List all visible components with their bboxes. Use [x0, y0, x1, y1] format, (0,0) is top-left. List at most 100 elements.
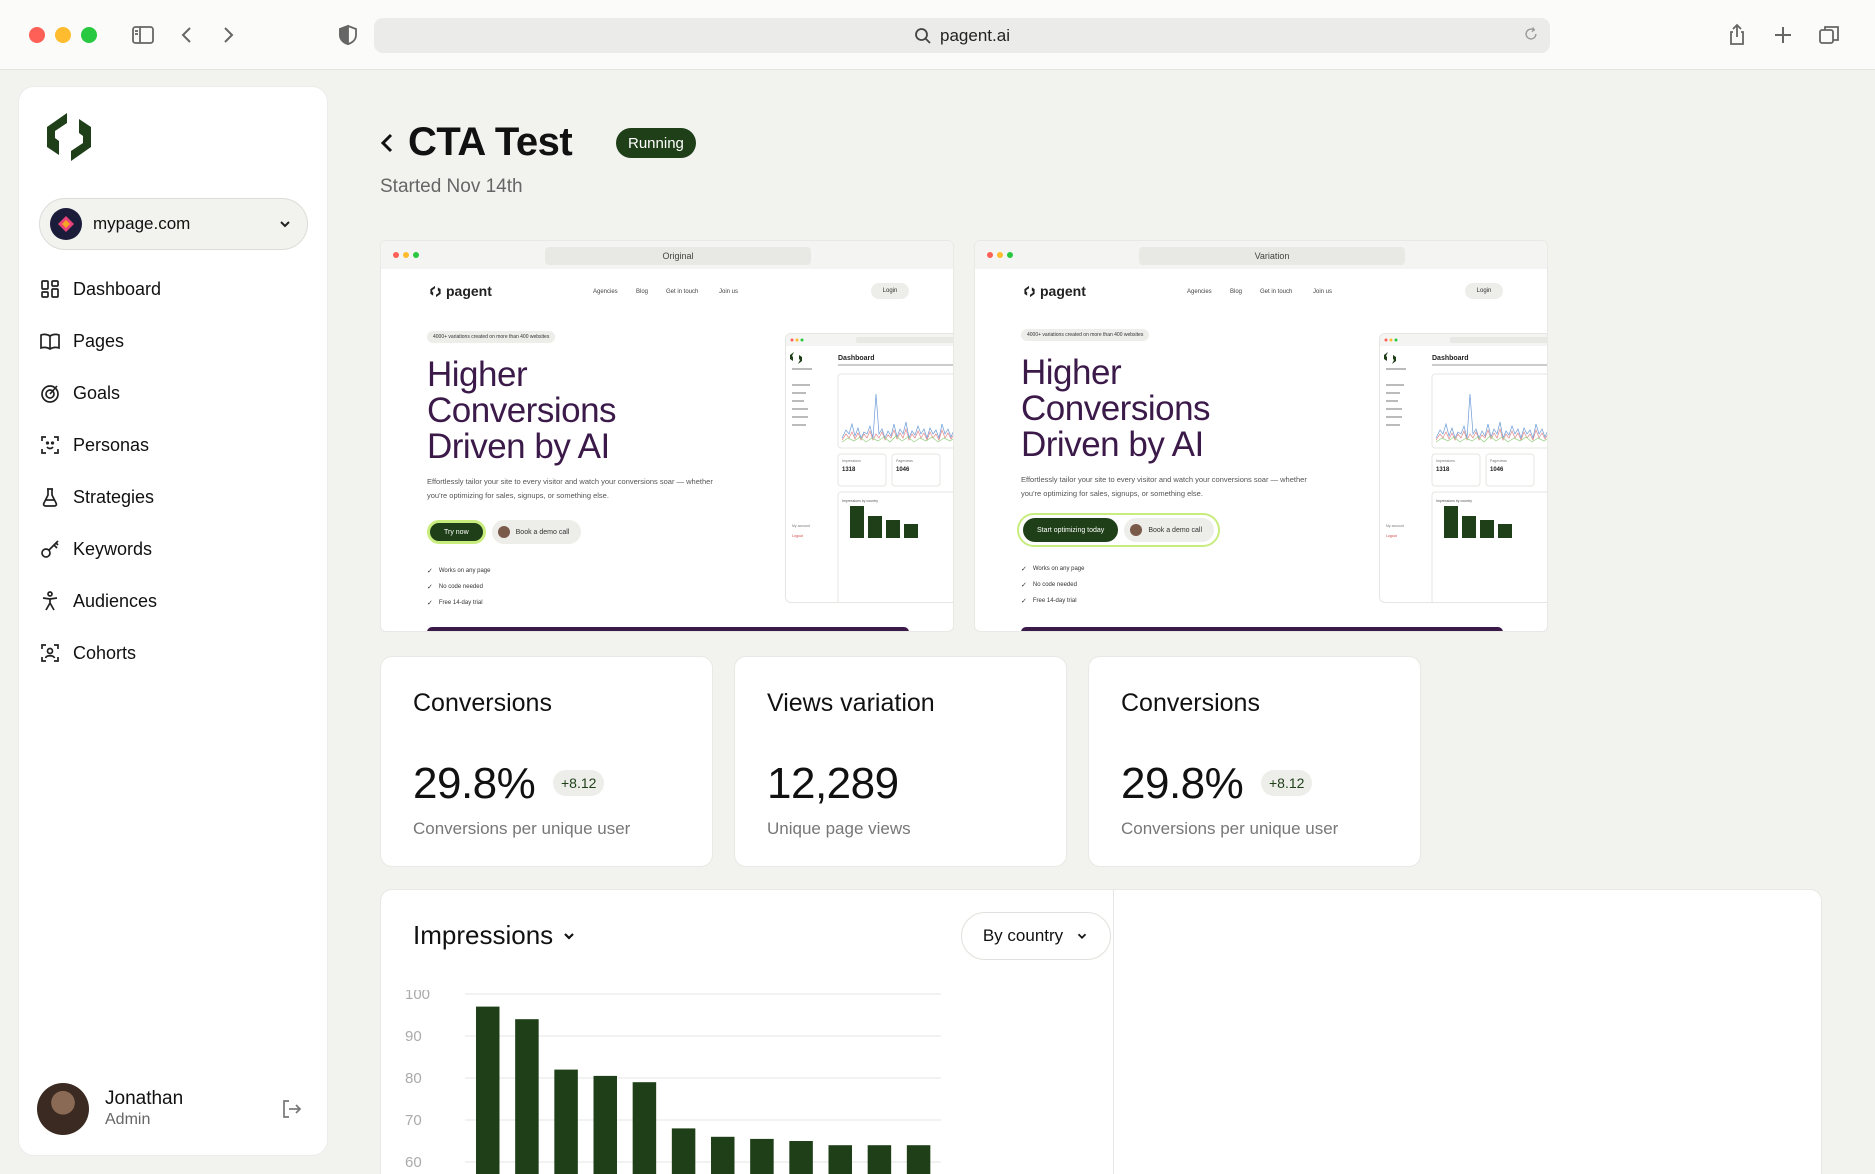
sidebar-item-pages[interactable]: Pages: [39, 315, 309, 367]
preview-bottom-bar: [1021, 627, 1503, 631]
panel-divider: [1113, 890, 1114, 1174]
tab-overview-icon[interactable]: [1816, 22, 1842, 48]
preview-original[interactable]: Original pagent Agencies Blog Get in tou…: [380, 240, 954, 632]
mini-dashboard-title: Dashboard: [838, 355, 875, 362]
impressions-dropdown[interactable]: Impressions: [413, 920, 577, 951]
preview-nav-item: Blog: [636, 289, 649, 295]
shield-icon[interactable]: [335, 22, 361, 48]
sidebar-item-label: Keywords: [73, 538, 153, 559]
chevron-down-icon: [564, 932, 574, 940]
preview-tab-label: Variation: [1139, 247, 1405, 265]
search-icon: [915, 27, 931, 44]
y-tick-label: 70: [405, 1112, 422, 1129]
sidebar: mypage.com Dashboard Pages Goals Persona…: [18, 86, 328, 1156]
user-role: Admin: [105, 1111, 151, 1128]
bar[interactable]: [554, 1069, 578, 1174]
metric-title: Views variation: [767, 689, 935, 717]
avatar: [1130, 524, 1143, 536]
sidebar-item-personas[interactable]: Personas: [39, 419, 309, 471]
new-tab-icon[interactable]: [1770, 22, 1796, 48]
minimize-window-button[interactable]: [55, 27, 71, 43]
bar[interactable]: [593, 1075, 618, 1174]
preview-cta-secondary: Book a demo call: [491, 520, 582, 544]
forward-arrow-icon[interactable]: [215, 22, 241, 48]
bar[interactable]: [906, 1145, 931, 1174]
user-profile[interactable]: Jonathan Admin: [37, 1081, 309, 1137]
browser-toolbar: pagent.ai: [0, 0, 1875, 70]
preview-cta-secondary: Book a demo call: [1124, 518, 1215, 542]
zoom-window-button[interactable]: [81, 27, 97, 43]
preview-dot: [413, 252, 419, 258]
sidebar-item-label: Dashboard: [73, 278, 162, 299]
country-filter-dropdown[interactable]: By country: [961, 912, 1111, 960]
sidebar-item-label: Cohorts: [73, 642, 137, 663]
site-name: mypage.com: [93, 214, 191, 233]
preview-cta-secondary-label: Book a demo call: [1148, 526, 1203, 534]
flask-icon: [39, 486, 61, 508]
sidebar-item-cohorts[interactable]: Cohorts: [39, 627, 309, 679]
preview-nav-item: Get in touch: [666, 289, 699, 295]
face-scan-icon: [39, 434, 61, 456]
metric-card-conversions: Conversions 29.8% +8.12 Conversions per …: [380, 656, 713, 867]
metric-description: Conversions per unique user: [413, 819, 631, 838]
preview-check-item: No code needed: [427, 579, 490, 595]
sidebar-item-strategies[interactable]: Strategies: [39, 471, 309, 523]
share-icon[interactable]: [1724, 22, 1750, 48]
bar[interactable]: [711, 1136, 735, 1174]
sidebar-item-dashboard[interactable]: Dashboard: [39, 263, 309, 315]
mini-stat-value: 1046: [1490, 467, 1504, 473]
mini-stat-label: Pageviews: [1490, 459, 1507, 463]
mini-stat-label: Impressions: [842, 459, 861, 463]
preview-variation[interactable]: Variation pagent Agencies Blog Get in to…: [974, 240, 1548, 632]
bar[interactable]: [789, 1141, 813, 1174]
mini-stat-label: Impressions: [1436, 459, 1455, 463]
close-window-button[interactable]: [29, 27, 45, 43]
preview-nav-item: Join us: [719, 289, 739, 295]
bar[interactable]: [632, 1082, 657, 1174]
back-arrow-icon[interactable]: [174, 22, 200, 48]
metric-delta-badge: +8.12: [1261, 770, 1313, 796]
page-title: CTA Test: [408, 120, 573, 164]
bar[interactable]: [515, 1019, 539, 1174]
preview-body: Effortlessly tailor your site to every v…: [1021, 475, 1307, 498]
bar[interactable]: [828, 1145, 853, 1174]
bar[interactable]: [476, 1006, 500, 1174]
preview-checklist: Works on any page No code needed Free 14…: [1021, 561, 1085, 609]
url-text: pagent.ai: [940, 25, 1010, 45]
sidebar-item-keywords[interactable]: Keywords: [39, 523, 309, 575]
preview-brand: pagent: [429, 283, 492, 299]
preview-nav-item: Join us: [1313, 289, 1333, 295]
pagent-logo-icon[interactable]: [41, 109, 97, 165]
pagent-logo-icon: [1024, 285, 1035, 297]
sidebar-item-label: Audiences: [73, 590, 158, 611]
chevron-down-icon: [1078, 933, 1087, 939]
preview-cta-primary: Start optimizing today: [1023, 518, 1119, 542]
preview-check-item: Free 14-day trial: [1021, 593, 1084, 609]
mini-footer-item: My account: [1386, 524, 1404, 528]
y-tick-label: 80: [405, 1070, 422, 1087]
preview-browser-bar: Variation: [975, 241, 1547, 269]
preview-login: Login: [871, 283, 909, 299]
bar[interactable]: [671, 1128, 696, 1174]
preview-checklist: Works on any page No code needed Free 14…: [427, 563, 491, 611]
reload-icon[interactable]: [1522, 25, 1540, 43]
mini-footer-item: Logout: [1386, 534, 1397, 538]
bar[interactable]: [867, 1145, 892, 1174]
site-selector[interactable]: mypage.com: [39, 198, 308, 250]
preview-nav-item: Blog: [1230, 289, 1243, 295]
sidebar-item-audiences[interactable]: Audiences: [39, 575, 309, 627]
back-chevron-icon[interactable]: [378, 131, 396, 155]
sidebar-item-goals[interactable]: Goals: [39, 367, 309, 419]
sidebar-nav: Dashboard Pages Goals Personas Strategie…: [39, 263, 309, 679]
address-bar[interactable]: pagent.ai: [374, 18, 1550, 53]
book-icon: [39, 330, 61, 352]
metric-description: Conversions per unique user: [1121, 819, 1339, 838]
dashboard-icon: [39, 278, 61, 300]
preview-check-item: Works on any page: [1021, 561, 1085, 577]
preview-cta-secondary-label: Book a demo call: [515, 528, 570, 536]
logout-icon[interactable]: [279, 1097, 303, 1121]
sidebar-toggle-icon[interactable]: [130, 22, 156, 48]
target-icon: [39, 382, 61, 404]
preview-brand: pagent: [1023, 283, 1086, 299]
bar[interactable]: [750, 1138, 774, 1174]
